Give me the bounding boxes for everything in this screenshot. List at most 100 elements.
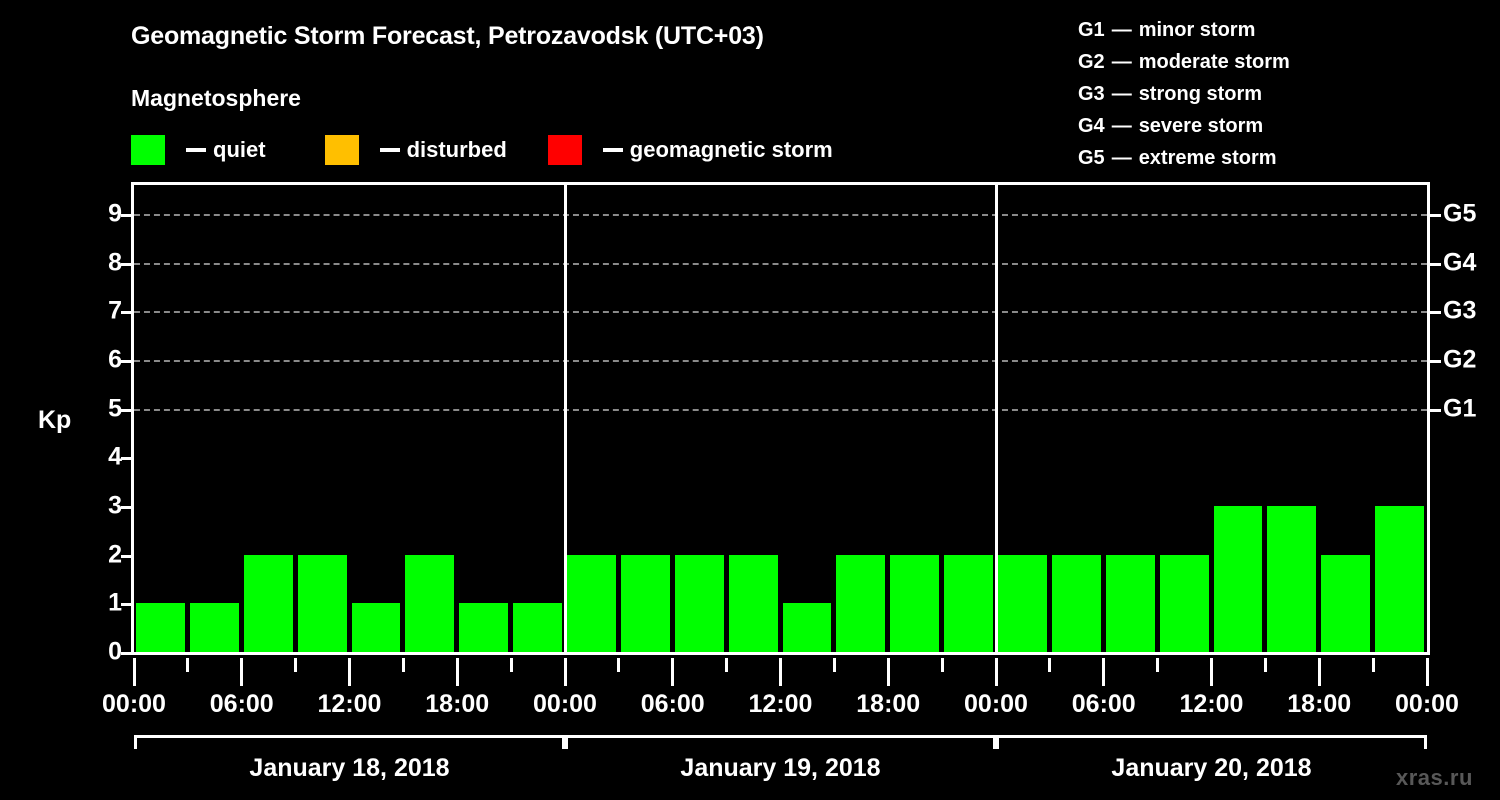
g-tick-label-g2: G2: [1443, 345, 1477, 374]
day-separator: [563, 185, 567, 652]
kp-bar: [1105, 554, 1155, 652]
x-tick-minor: [294, 658, 298, 672]
x-tick-label: 00:00: [1395, 690, 1459, 718]
x-tick-major: [886, 658, 890, 686]
legend-entry-quiet: quiet: [131, 133, 266, 167]
gscale-row-g3: G3 — strong storm: [1078, 78, 1290, 110]
y-tick-label-6: 6: [108, 345, 122, 374]
legend-label-quiet: quiet: [213, 137, 266, 162]
legend-entry-disturbed: disturbed: [324, 133, 507, 167]
gscale-legend: G1 — minor storm G2 — moderate storm G3 — strong…: [1078, 14, 1290, 174]
orange-square-icon: [324, 135, 359, 165]
x-tick-major: [132, 658, 136, 686]
x-tick-major: [455, 658, 459, 686]
gridline-kp-9: [134, 214, 1427, 217]
x-tick-label: 00:00: [964, 690, 1028, 718]
kp-bar: [243, 554, 293, 652]
x-tick-major: [1317, 658, 1321, 686]
magnetosphere-legend: quiet disturbed geomagnetic storm: [131, 133, 833, 167]
date-bracket: [996, 735, 1427, 749]
gridline-kp-8: [134, 262, 1427, 265]
gscale-dash: —: [1111, 114, 1132, 137]
x-tick-major: [1102, 658, 1106, 686]
date-bracket: [134, 735, 565, 749]
kp-bar: [944, 554, 993, 652]
y-tick-mark-3: [121, 506, 132, 510]
kp-bar: [836, 554, 886, 652]
g-tick-label-g3: G3: [1443, 296, 1477, 325]
x-tick-major: [994, 658, 998, 686]
gscale-description: minor storm: [1138, 18, 1256, 41]
y-tick-mark-1: [121, 603, 132, 607]
x-tick-minor: [617, 658, 621, 672]
plot-area: [131, 182, 1430, 655]
x-tick-minor: [725, 658, 729, 672]
y-tick-mark-9: [121, 214, 132, 218]
day-separator: [994, 185, 998, 652]
g-tick-mark-g2: [1429, 360, 1441, 364]
gscale-code: G4: [1078, 114, 1105, 137]
gscale-dash: —: [1111, 18, 1132, 41]
kp-bar: [1375, 506, 1424, 652]
bars-layer: [134, 185, 1427, 652]
gridline-kp-5: [134, 408, 1427, 411]
kp-bar: [189, 603, 239, 652]
g-axis-labels: G1 G2 G3 G4 G5: [1443, 182, 1500, 655]
kp-bar: [513, 603, 562, 652]
x-tick-label: 12:00: [317, 690, 382, 718]
kp-bar: [890, 554, 940, 652]
gscale-dash: —: [1111, 50, 1132, 73]
kp-bar: [1051, 554, 1101, 652]
x-tick-label: 00:00: [102, 690, 166, 718]
kp-bar: [1321, 554, 1371, 652]
gscale-description: severe storm: [1138, 114, 1264, 137]
legend-dash-icon: [186, 148, 206, 152]
date-label: January 18, 2018: [249, 754, 450, 782]
green-square-icon: [131, 135, 165, 165]
gscale-row-g1: G1 — minor storm: [1078, 14, 1290, 46]
kp-bar: [136, 603, 185, 652]
kp-bar: [459, 603, 509, 652]
x-tick-label: 06:00: [1071, 690, 1136, 718]
kp-bar: [782, 603, 832, 652]
x-tick-minor: [1156, 658, 1160, 672]
y-tick-label-5: 5: [108, 394, 122, 423]
legend-heading: Magnetosphere: [131, 85, 301, 111]
kp-bar: [1159, 554, 1209, 652]
x-tick-major: [240, 658, 244, 686]
x-tick-minor: [940, 658, 944, 672]
y-tick-mark-0: [121, 652, 132, 655]
kp-bar: [1213, 506, 1263, 652]
x-tick-major: [779, 658, 782, 686]
kp-bar: [674, 554, 724, 652]
g-tick-mark-g3: [1429, 311, 1441, 315]
date-label: January 19, 2018: [680, 754, 881, 782]
gscale-dash: —: [1111, 82, 1132, 105]
y-tick-label-1: 1: [108, 588, 122, 617]
y-axis-title: Kp: [38, 406, 72, 434]
y-tick-label-2: 2: [108, 540, 122, 569]
gscale-code: G2: [1078, 50, 1105, 73]
y-tick-mark-5: [121, 408, 132, 412]
g-tick-label-g1: G1: [1443, 394, 1477, 423]
x-tick-label: 06:00: [640, 690, 705, 718]
y-tick-mark-6: [121, 360, 132, 364]
legend-label-storm: geomagnetic storm: [629, 137, 833, 162]
y-tick-label-0: 0: [108, 637, 122, 666]
y-tick-label-8: 8: [108, 248, 122, 277]
watermark: xras.ru: [1396, 765, 1473, 790]
x-tick-label: 12:00: [1179, 690, 1244, 718]
g-tick-mark-g5: [1429, 214, 1441, 218]
x-tick-major: [1425, 658, 1429, 686]
x-tick-major: [1210, 658, 1213, 686]
gscale-description: extreme storm: [1138, 146, 1277, 169]
kp-bar: [297, 554, 347, 652]
x-tick-minor: [1263, 658, 1267, 672]
x-tick-minor: [832, 658, 836, 672]
page-title: Geomagnetic Storm Forecast, Petrozavodsk…: [131, 22, 764, 50]
date-label: January 20, 2018: [1111, 754, 1312, 782]
legend-dash-icon: [602, 148, 623, 152]
x-tick-minor: [186, 658, 190, 672]
gscale-row-g5: G5 — extreme storm: [1078, 142, 1290, 174]
g-tick-mark-g4: [1429, 262, 1441, 266]
